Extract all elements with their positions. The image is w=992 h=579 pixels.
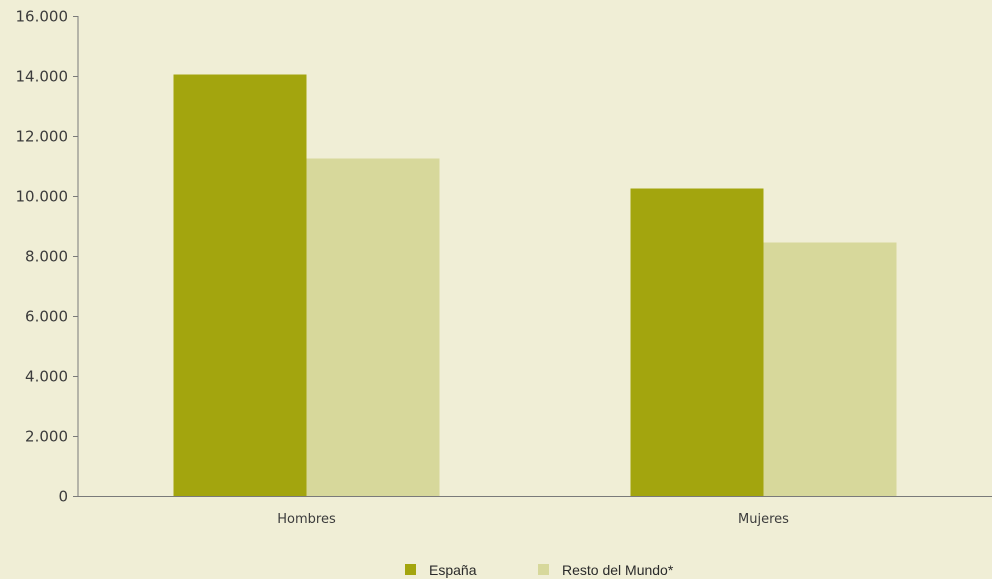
x-axis-labels: Hombres Mujeres [277, 512, 789, 527]
bar-resto-del-mundo-hombres [306, 158, 440, 496]
y-tick-label: 14.000 [16, 68, 69, 86]
chart-bars [173, 74, 897, 496]
y-tick-label: 16.000 [16, 8, 69, 26]
legend-label: Resto del Mundo* [562, 562, 674, 578]
legend-swatch [538, 564, 549, 575]
y-axis-ticks: 0 2.000 4.000 6.000 8.000 10.000 12.000 14.000 1… [16, 8, 78, 506]
y-tick-label: 10.000 [16, 188, 69, 206]
legend-swatch [405, 564, 416, 575]
chart-legend: España Resto del Mundo* [405, 562, 674, 578]
y-tick-label: 8.000 [25, 248, 68, 266]
bar-resto-del-mundo-mujeres [763, 242, 897, 496]
y-tick-label: 12.000 [16, 128, 69, 146]
x-category-label: Hombres [277, 512, 336, 527]
y-tick-label: 6.000 [25, 308, 68, 326]
x-category-label: Mujeres [738, 512, 789, 527]
legend-label: España [429, 562, 477, 578]
y-tick-label: 4.000 [25, 368, 68, 386]
bar-españa-hombres [173, 74, 307, 496]
bar-españa-mujeres [630, 188, 764, 496]
y-tick-label: 0 [58, 488, 68, 506]
y-tick-label: 2.000 [25, 428, 68, 446]
